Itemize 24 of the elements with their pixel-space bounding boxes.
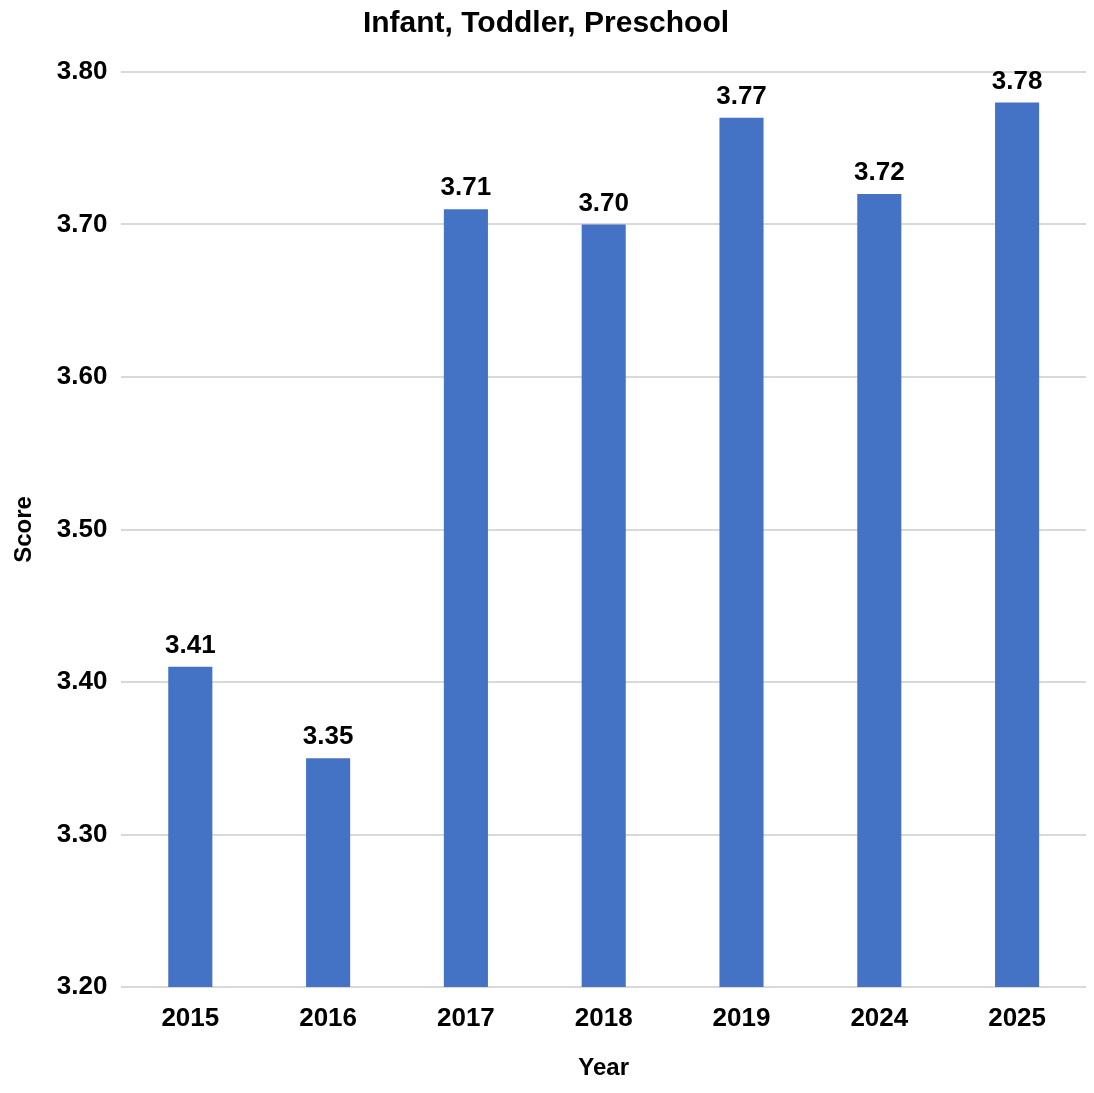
y-tick-label: 3.60	[56, 360, 108, 391]
data-label: 3.35	[302, 720, 354, 751]
y-tick-label: 3.20	[56, 970, 108, 1001]
x-tick-label: 2025	[988, 1001, 1047, 1032]
y-axis-title: Score	[9, 496, 37, 563]
x-tick-label: 2024	[850, 1001, 909, 1032]
data-label: 3.70	[578, 186, 630, 217]
x-tick-label: 2018	[574, 1001, 633, 1032]
y-tick-label: 3.70	[56, 207, 108, 238]
x-tick-label: 2017	[436, 1001, 495, 1032]
x-tick-label: 2019	[712, 1001, 771, 1032]
data-label: 3.78	[991, 64, 1043, 95]
x-tick-label: 2016	[299, 1001, 358, 1032]
chart-title: Infant, Toddler, Preschool	[362, 5, 730, 39]
data-label: 3.77	[716, 79, 767, 110]
y-tick-label: 3.80	[56, 55, 108, 86]
y-tick-label: 3.40	[56, 665, 108, 696]
data-label: 3.71	[440, 171, 492, 202]
data-label: 3.72	[854, 156, 905, 187]
x-axis-title: Year	[578, 1053, 630, 1081]
y-tick-label: 3.50	[56, 512, 108, 543]
data-label: 3.41	[165, 628, 216, 659]
x-tick-label: 2015	[161, 1001, 220, 1032]
y-tick-label: 3.30	[56, 817, 108, 848]
